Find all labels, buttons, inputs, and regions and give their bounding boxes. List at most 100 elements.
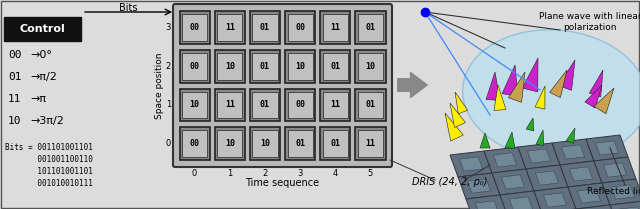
FancyBboxPatch shape (355, 11, 385, 44)
Polygon shape (568, 183, 610, 209)
FancyBboxPatch shape (285, 127, 315, 160)
Text: 10: 10 (260, 139, 270, 148)
Text: 0: 0 (166, 139, 171, 148)
FancyBboxPatch shape (214, 50, 245, 83)
Polygon shape (508, 72, 525, 102)
Polygon shape (543, 193, 566, 207)
Polygon shape (480, 133, 490, 148)
Polygon shape (552, 139, 594, 165)
FancyBboxPatch shape (217, 130, 243, 157)
Text: 11: 11 (365, 139, 376, 148)
Text: 00: 00 (295, 100, 305, 109)
FancyBboxPatch shape (358, 130, 383, 157)
Text: 3: 3 (298, 168, 303, 177)
Text: 2: 2 (166, 62, 171, 71)
Polygon shape (550, 70, 567, 98)
Text: 1: 1 (227, 168, 232, 177)
Text: Plane wave with linear
polarization: Plane wave with linear polarization (539, 12, 640, 32)
Text: Bits = 001101001101: Bits = 001101001101 (5, 144, 93, 153)
Polygon shape (522, 58, 538, 92)
Polygon shape (526, 165, 568, 191)
Polygon shape (445, 113, 463, 141)
Text: 001001100110: 001001100110 (5, 155, 93, 164)
Polygon shape (559, 60, 575, 90)
Text: 10: 10 (365, 62, 376, 71)
FancyBboxPatch shape (285, 11, 315, 44)
FancyBboxPatch shape (217, 53, 243, 79)
Text: →π: →π (30, 94, 46, 104)
Polygon shape (527, 149, 550, 163)
Text: 5: 5 (368, 168, 373, 177)
Text: 101101001101: 101101001101 (5, 167, 93, 176)
Polygon shape (560, 161, 602, 187)
FancyBboxPatch shape (252, 130, 278, 157)
Polygon shape (586, 135, 628, 161)
Polygon shape (493, 153, 516, 167)
Polygon shape (585, 85, 602, 108)
Text: 11: 11 (330, 100, 340, 109)
FancyBboxPatch shape (214, 127, 245, 160)
Text: 10: 10 (295, 62, 305, 71)
FancyBboxPatch shape (355, 127, 385, 160)
Text: 00: 00 (295, 23, 305, 32)
Text: 3: 3 (166, 23, 171, 32)
Text: →3π/2: →3π/2 (30, 116, 64, 126)
Polygon shape (594, 157, 636, 183)
Polygon shape (594, 88, 614, 114)
FancyBboxPatch shape (287, 130, 313, 157)
FancyBboxPatch shape (285, 50, 315, 83)
FancyBboxPatch shape (323, 130, 348, 157)
FancyBboxPatch shape (320, 50, 350, 83)
Polygon shape (536, 171, 559, 185)
Text: 00: 00 (8, 50, 22, 60)
Text: 10: 10 (8, 116, 22, 126)
FancyBboxPatch shape (287, 92, 313, 118)
Text: 01: 01 (260, 100, 270, 109)
Text: 01: 01 (365, 100, 376, 109)
FancyBboxPatch shape (214, 88, 245, 121)
FancyBboxPatch shape (358, 53, 383, 79)
FancyBboxPatch shape (179, 11, 210, 44)
Text: Reflected light: Reflected light (587, 187, 640, 196)
Polygon shape (534, 187, 576, 209)
Polygon shape (492, 169, 534, 195)
Polygon shape (458, 173, 500, 199)
FancyBboxPatch shape (252, 92, 278, 118)
Text: →π/2: →π/2 (30, 72, 57, 82)
Polygon shape (486, 72, 500, 101)
Polygon shape (509, 197, 532, 209)
Text: 2: 2 (262, 168, 268, 177)
Polygon shape (518, 143, 560, 169)
Text: 11: 11 (225, 23, 235, 32)
Text: 01: 01 (295, 139, 305, 148)
Polygon shape (526, 118, 534, 131)
Text: 01: 01 (330, 139, 340, 148)
Text: Time sequence: Time sequence (245, 178, 319, 188)
Text: 01: 01 (8, 72, 22, 82)
Text: DRIS (24, 2, ρ₀): DRIS (24, 2, ρ₀) (412, 177, 488, 187)
FancyBboxPatch shape (323, 92, 348, 118)
Text: 01: 01 (260, 23, 270, 32)
Polygon shape (505, 132, 515, 149)
FancyBboxPatch shape (285, 88, 315, 121)
FancyBboxPatch shape (182, 53, 207, 79)
Text: 01: 01 (365, 23, 376, 32)
Polygon shape (466, 195, 508, 209)
FancyBboxPatch shape (173, 4, 392, 167)
Text: 01: 01 (330, 62, 340, 71)
Text: 11: 11 (8, 94, 22, 104)
Text: 4: 4 (333, 168, 338, 177)
FancyBboxPatch shape (355, 88, 385, 121)
Polygon shape (455, 92, 468, 114)
FancyBboxPatch shape (4, 17, 81, 41)
Polygon shape (450, 151, 492, 177)
FancyBboxPatch shape (287, 53, 313, 79)
Text: →0°: →0° (30, 50, 52, 60)
Text: Control: Control (20, 24, 65, 34)
Text: 10: 10 (225, 139, 235, 148)
Text: 00: 00 (189, 62, 200, 71)
FancyBboxPatch shape (320, 88, 350, 121)
Polygon shape (589, 70, 603, 97)
Polygon shape (460, 157, 483, 171)
Text: 1: 1 (166, 100, 171, 109)
